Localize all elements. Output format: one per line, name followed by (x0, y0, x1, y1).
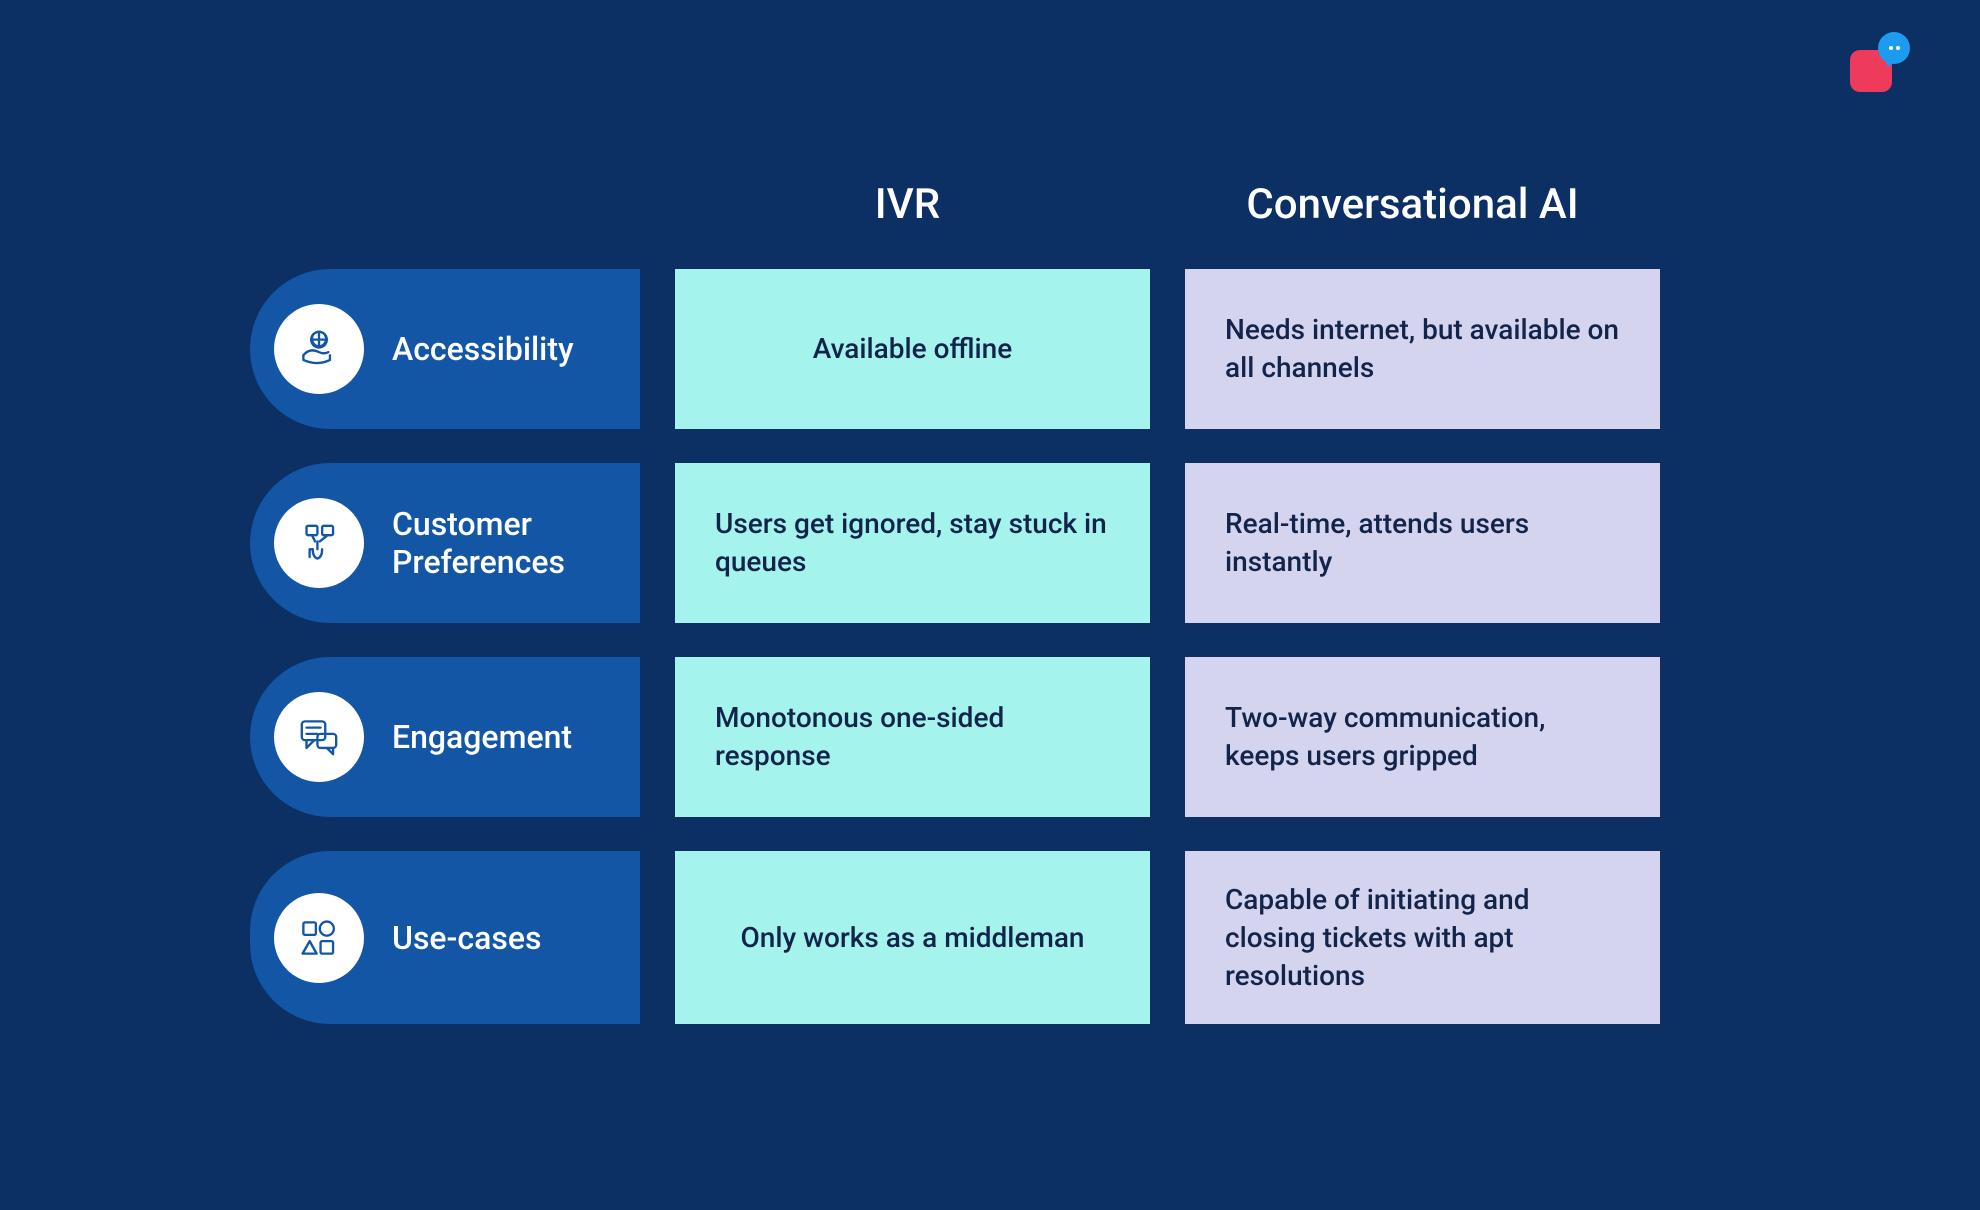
column-header-conversational-ai: Conversational AI (1175, 180, 1650, 229)
column-header-ivr: IVR (670, 180, 1145, 229)
conversational-ai-cell: Two-way communication, keeps users gripp… (1185, 657, 1660, 817)
conversational-ai-cell: Real-time, attends users instantly (1185, 463, 1660, 623)
engagement-icon (274, 692, 364, 782)
table-row: EngagementMonotonous one-sided responseT… (250, 657, 1620, 817)
ivr-cell: Available offline (675, 269, 1150, 429)
row-label-cell: Accessibility (250, 269, 640, 429)
preferences-icon (274, 498, 364, 588)
row-label-cell: Engagement (250, 657, 640, 817)
conversational-ai-cell: Needs internet, but available on all cha… (1185, 269, 1660, 429)
table-row: Use-casesOnly works as a middlemanCapabl… (250, 851, 1620, 1024)
row-label-cell: Use-cases (250, 851, 640, 1024)
row-label: Use-cases (392, 919, 541, 957)
row-label: Accessibility (392, 330, 574, 368)
usecases-icon (274, 893, 364, 983)
brand-logo (1850, 32, 1910, 92)
row-label: Customer Preferences (392, 505, 610, 582)
conversational-ai-cell: Capable of initiating and closing ticket… (1185, 851, 1660, 1024)
table-row: AccessibilityAvailable offlineNeeds inte… (250, 269, 1620, 429)
accessibility-icon (274, 304, 364, 394)
comparison-table: IVR Conversational AI AccessibilityAvail… (250, 180, 1620, 1024)
table-row: Customer Preferences Users get ignored, s… (250, 463, 1620, 623)
row-label-cell: Customer Preferences (250, 463, 640, 623)
row-label: Engagement (392, 718, 572, 756)
ivr-cell: Monotonous one-sided response (675, 657, 1150, 817)
ivr-cell: Users get ignored, stay stuck in queues (675, 463, 1150, 623)
logo-chat-bubble-icon (1878, 32, 1910, 64)
ivr-cell: Only works as a middleman (675, 851, 1150, 1024)
